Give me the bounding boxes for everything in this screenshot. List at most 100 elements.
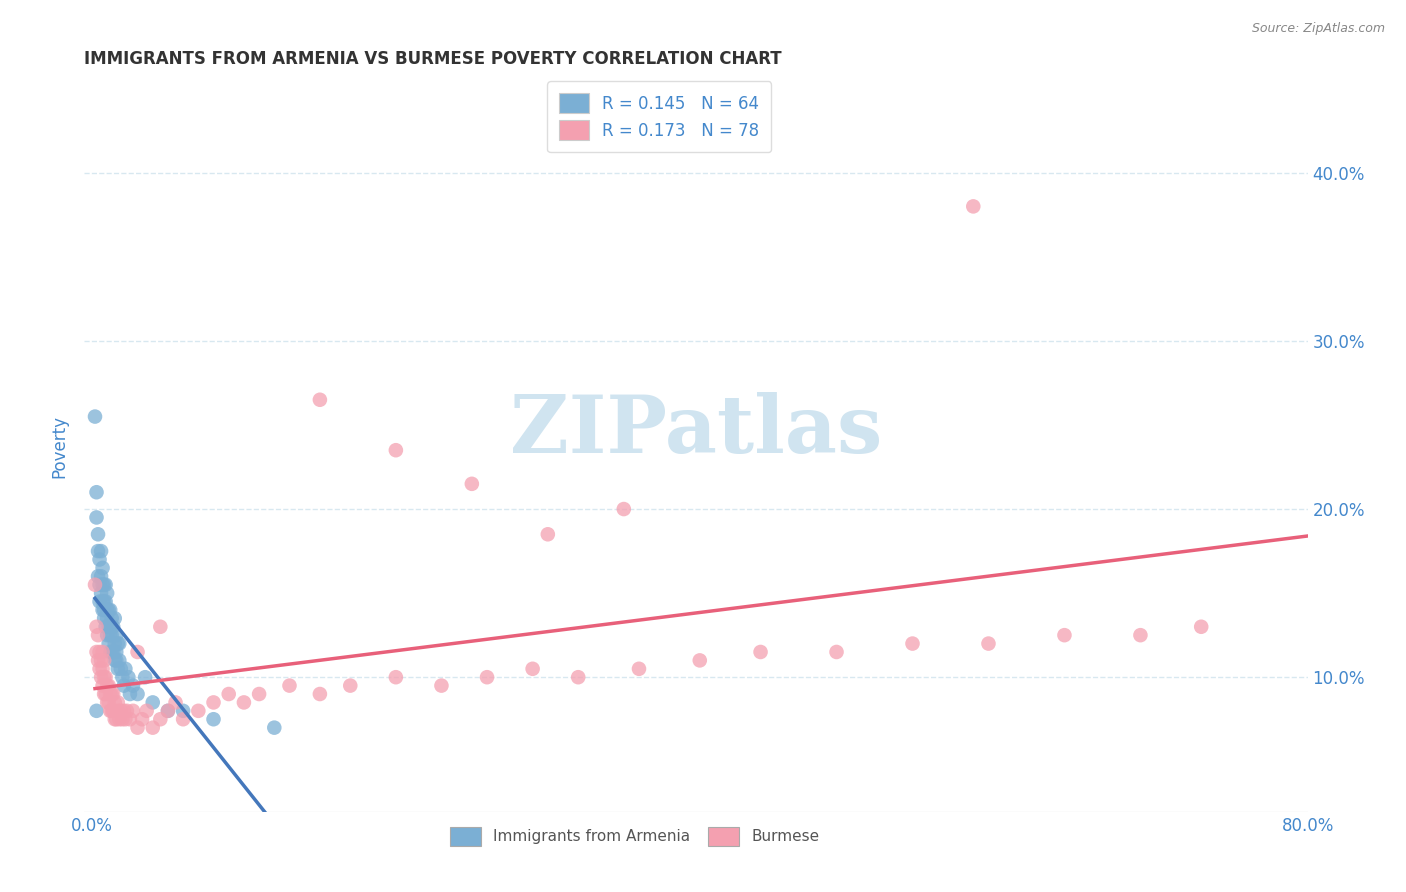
Point xyxy=(114,662,136,676)
Point xyxy=(93,611,115,625)
Point xyxy=(105,712,128,726)
Point xyxy=(98,704,121,718)
Point xyxy=(97,620,120,634)
Point xyxy=(749,645,772,659)
Point xyxy=(122,679,145,693)
Point xyxy=(218,687,240,701)
Point xyxy=(86,704,108,718)
Point xyxy=(110,662,132,676)
Point xyxy=(87,653,110,667)
Point xyxy=(91,645,114,659)
Point xyxy=(91,561,114,575)
Point xyxy=(104,695,127,709)
Point xyxy=(142,721,165,735)
Point xyxy=(104,712,127,726)
Point xyxy=(100,687,122,701)
Point xyxy=(97,636,120,650)
Point xyxy=(430,679,453,693)
Point xyxy=(94,687,117,701)
Point xyxy=(1189,620,1212,634)
Point xyxy=(111,670,134,684)
Point xyxy=(100,628,122,642)
Point xyxy=(91,594,114,608)
Point xyxy=(105,653,128,667)
Point xyxy=(87,628,110,642)
Point xyxy=(96,628,118,642)
Point xyxy=(89,552,111,566)
Point xyxy=(461,476,484,491)
Point xyxy=(93,687,115,701)
Point xyxy=(103,704,125,718)
Point xyxy=(105,645,128,659)
Point xyxy=(96,603,118,617)
Legend: Immigrants from Armenia, Burmese: Immigrants from Armenia, Burmese xyxy=(444,821,825,852)
Point xyxy=(96,695,118,709)
Point xyxy=(91,679,114,693)
Point xyxy=(118,687,141,701)
Point xyxy=(89,578,111,592)
Point xyxy=(111,712,134,726)
Point xyxy=(86,485,108,500)
Point xyxy=(156,704,179,718)
Point xyxy=(104,611,127,625)
Point xyxy=(84,578,107,592)
Point xyxy=(115,704,138,718)
Point xyxy=(202,712,225,726)
Point xyxy=(100,704,122,718)
Point xyxy=(98,620,121,634)
Point xyxy=(172,704,194,718)
Point xyxy=(127,721,149,735)
Point xyxy=(89,662,111,676)
Point xyxy=(87,527,110,541)
Point xyxy=(385,670,408,684)
Point xyxy=(825,645,848,659)
Point xyxy=(98,603,121,617)
Point xyxy=(278,679,301,693)
Point xyxy=(1129,628,1152,642)
Point xyxy=(202,695,225,709)
Point xyxy=(142,695,165,709)
Point xyxy=(91,578,114,592)
Point xyxy=(1053,628,1076,642)
Point xyxy=(977,636,1000,650)
Point xyxy=(247,687,270,701)
Point xyxy=(117,670,139,684)
Point xyxy=(127,645,149,659)
Point xyxy=(522,662,544,676)
Point xyxy=(627,662,650,676)
Point xyxy=(149,712,172,726)
Text: Source: ZipAtlas.com: Source: ZipAtlas.com xyxy=(1251,22,1385,36)
Point xyxy=(103,645,125,659)
Point xyxy=(94,594,117,608)
Point xyxy=(90,586,112,600)
Point xyxy=(131,712,153,726)
Point xyxy=(339,679,361,693)
Point xyxy=(91,603,114,617)
Point xyxy=(94,620,117,634)
Y-axis label: Poverty: Poverty xyxy=(51,415,69,477)
Point xyxy=(149,620,172,634)
Point xyxy=(87,569,110,583)
Point xyxy=(112,679,135,693)
Point xyxy=(567,670,589,684)
Point xyxy=(127,687,149,701)
Point xyxy=(108,636,131,650)
Point xyxy=(86,620,108,634)
Point xyxy=(962,199,984,213)
Point xyxy=(90,569,112,583)
Point xyxy=(90,653,112,667)
Point xyxy=(537,527,560,541)
Point xyxy=(107,695,129,709)
Point xyxy=(107,662,129,676)
Point xyxy=(187,704,209,718)
Point xyxy=(107,636,129,650)
Point xyxy=(90,670,112,684)
Point xyxy=(385,443,408,458)
Point xyxy=(135,704,157,718)
Point xyxy=(122,704,145,718)
Point xyxy=(98,687,121,701)
Point xyxy=(156,704,179,718)
Point xyxy=(232,695,254,709)
Point xyxy=(98,645,121,659)
Point xyxy=(93,594,115,608)
